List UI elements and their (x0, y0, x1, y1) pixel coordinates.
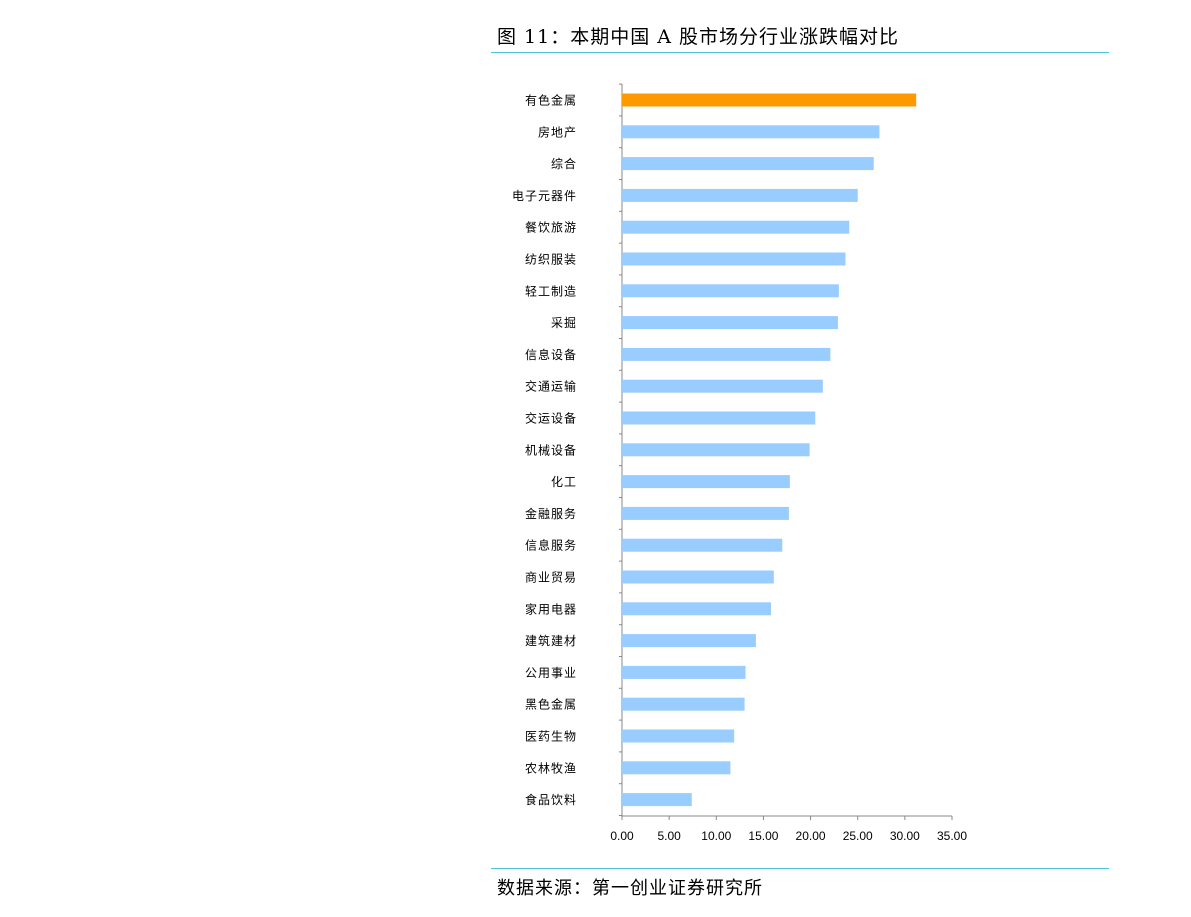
bar-4 (622, 220, 850, 234)
x-tick-label: 0.00 (610, 829, 634, 843)
category-label: 医药生物 (525, 730, 577, 744)
bar-11 (622, 443, 810, 457)
category-label: 机械设备 (525, 442, 577, 457)
title-rule (491, 52, 1109, 53)
category-label: 食品饮料 (525, 792, 577, 807)
category-label: 轻工制造 (525, 284, 577, 298)
category-label: 采掘 (551, 315, 577, 330)
bar-17 (622, 634, 756, 648)
category-label: 交通运输 (525, 379, 577, 394)
x-tick-label: 35.00 (937, 829, 967, 843)
bar-12 (622, 475, 790, 489)
category-label: 公用事业 (525, 666, 577, 680)
x-tick-label: 30.00 (890, 829, 920, 843)
bar-13 (622, 506, 789, 520)
category-label: 家用电器 (525, 601, 577, 616)
bar-7 (622, 316, 838, 330)
category-label: 信息设备 (525, 347, 577, 362)
category-label: 综合 (551, 156, 577, 171)
bar-15 (622, 570, 774, 584)
bar-21 (622, 761, 731, 775)
bar-22 (622, 793, 692, 807)
bar-2 (622, 157, 874, 171)
category-label: 金融服务 (525, 506, 577, 521)
bar-6 (622, 284, 839, 298)
category-label: 信息服务 (525, 538, 577, 553)
category-label: 农林牧渔 (525, 761, 577, 775)
x-tick-label: 5.00 (657, 829, 681, 843)
category-label: 房地产 (538, 124, 577, 139)
bar-14 (622, 538, 783, 552)
bar-18 (622, 665, 746, 679)
x-tick-label: 25.00 (843, 829, 873, 843)
category-label: 餐饮旅游 (525, 220, 577, 235)
bar-10 (622, 411, 816, 425)
category-label: 黑色金属 (525, 697, 577, 712)
bar-1 (622, 125, 880, 139)
category-label: 电子元器件 (512, 189, 577, 203)
bar-8 (622, 347, 831, 361)
bar-3 (622, 188, 858, 202)
source-rule (491, 868, 1109, 869)
category-label: 建筑建材 (525, 633, 577, 648)
bar-16 (622, 602, 771, 616)
figure-source: 数据来源：第一创业证券研究所 (497, 878, 763, 899)
bar-0 (622, 93, 917, 107)
category-label: 商业贸易 (525, 570, 577, 585)
figure-title: 图 11：本期中国 A 股市场分行业涨跌幅对比 (497, 26, 900, 48)
category-label: 化工 (551, 475, 577, 489)
x-tick-label: 10.00 (701, 829, 731, 843)
x-tick-label: 15.00 (748, 829, 778, 843)
bar-9 (622, 379, 823, 393)
bar-19 (622, 697, 745, 711)
category-label: 交运设备 (525, 411, 577, 426)
x-tick-label: 20.00 (796, 829, 826, 843)
category-label: 纺织服装 (525, 253, 577, 267)
bar-5 (622, 252, 846, 266)
category-label: 有色金属 (525, 93, 577, 108)
bar-20 (622, 729, 735, 743)
